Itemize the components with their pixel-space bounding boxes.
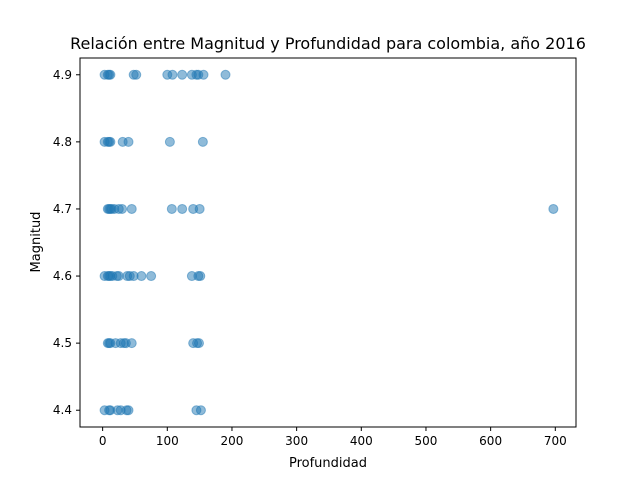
data-point-41 (113, 271, 124, 282)
data-point-8 (177, 69, 188, 80)
x-axis: 0 100 200 300 400 500 600 700 (99, 427, 567, 448)
data-point-13 (220, 69, 231, 80)
y-tick-label: 4.5 (53, 336, 72, 350)
points-layer (99, 69, 559, 416)
data-point-34 (548, 203, 559, 214)
data-point-29 (126, 203, 137, 214)
data-point-30 (166, 203, 177, 214)
data-point-57 (126, 338, 137, 349)
data-point-60 (193, 338, 204, 349)
x-tick-label: 0 (99, 434, 107, 448)
data-point-19 (123, 136, 134, 147)
x-tick-label: 500 (415, 434, 438, 448)
data-point-49 (195, 271, 206, 282)
data-point-21 (197, 136, 208, 147)
y-axis: 4.4 4.5 4.6 4.7 4.8 4.9 (53, 68, 80, 417)
x-tick-label: 300 (285, 434, 308, 448)
data-point-45 (136, 271, 147, 282)
data-point-3 (105, 69, 116, 80)
data-point-5 (131, 69, 142, 80)
x-axis-label: Profundidad (289, 456, 367, 471)
data-point-67 (123, 405, 134, 416)
y-axis-label: Magnitud (29, 212, 44, 273)
data-point-28 (117, 203, 128, 214)
chart-title: Relación entre Magnitud y Profundidad pa… (70, 34, 586, 53)
data-point-33 (194, 203, 205, 214)
y-tick-label: 4.7 (53, 202, 72, 216)
x-tick-label: 700 (544, 434, 567, 448)
data-point-12 (198, 69, 209, 80)
y-tick-label: 4.9 (53, 68, 72, 82)
data-point-7 (167, 69, 178, 80)
y-tick-label: 4.4 (53, 403, 72, 417)
data-point-31 (177, 203, 188, 214)
x-tick-label: 600 (479, 434, 502, 448)
y-tick-label: 4.8 (53, 135, 72, 149)
plot-area-frame (79, 57, 577, 428)
y-tick-label: 4.6 (53, 269, 72, 283)
data-point-20 (164, 136, 175, 147)
x-tick-label: 400 (350, 434, 373, 448)
data-point-17 (105, 136, 116, 147)
x-tick-label: 100 (156, 434, 179, 448)
data-point-69 (195, 405, 206, 416)
data-point-46 (146, 271, 157, 282)
x-tick-label: 200 (221, 434, 244, 448)
